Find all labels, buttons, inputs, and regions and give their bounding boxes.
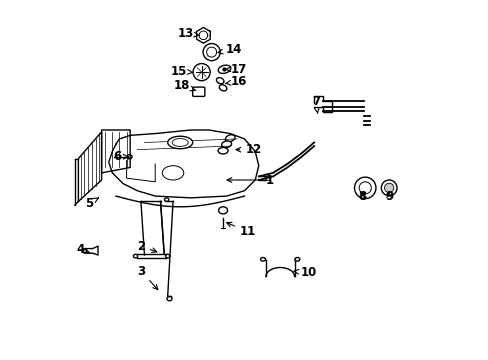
Text: 15: 15 [170, 64, 192, 77]
Ellipse shape [219, 85, 226, 91]
Text: 16: 16 [225, 75, 247, 88]
Text: 14: 14 [218, 43, 242, 56]
Ellipse shape [294, 257, 299, 261]
Ellipse shape [225, 135, 235, 142]
Text: 13: 13 [177, 27, 199, 40]
Circle shape [354, 177, 375, 199]
Text: 3: 3 [137, 265, 158, 289]
Ellipse shape [260, 257, 265, 261]
Circle shape [206, 47, 216, 57]
Text: 10: 10 [293, 266, 316, 279]
Ellipse shape [133, 254, 138, 258]
Ellipse shape [162, 166, 183, 180]
Circle shape [381, 180, 396, 196]
Text: 17: 17 [225, 63, 247, 76]
Text: 7: 7 [311, 95, 319, 113]
Circle shape [384, 183, 393, 193]
Ellipse shape [82, 249, 86, 252]
Ellipse shape [264, 176, 270, 180]
Text: 12: 12 [236, 143, 261, 156]
Ellipse shape [127, 155, 132, 159]
Text: 8: 8 [358, 190, 366, 203]
Ellipse shape [166, 296, 172, 301]
Circle shape [358, 182, 370, 194]
Ellipse shape [218, 65, 230, 73]
Ellipse shape [165, 254, 169, 258]
FancyBboxPatch shape [192, 87, 204, 96]
Ellipse shape [218, 207, 227, 214]
Ellipse shape [164, 198, 168, 202]
Ellipse shape [216, 78, 224, 84]
Text: 1: 1 [226, 174, 273, 186]
Ellipse shape [221, 141, 231, 148]
Ellipse shape [167, 136, 192, 149]
Ellipse shape [172, 139, 188, 147]
Text: 5: 5 [85, 197, 99, 210]
Text: 11: 11 [226, 222, 256, 238]
Text: 9: 9 [384, 190, 392, 203]
Circle shape [193, 64, 210, 81]
Text: 6: 6 [113, 150, 128, 163]
Ellipse shape [218, 148, 227, 154]
Text: 18: 18 [173, 79, 195, 92]
Text: 4: 4 [76, 243, 90, 256]
Circle shape [203, 44, 220, 61]
Text: 2: 2 [137, 240, 157, 253]
